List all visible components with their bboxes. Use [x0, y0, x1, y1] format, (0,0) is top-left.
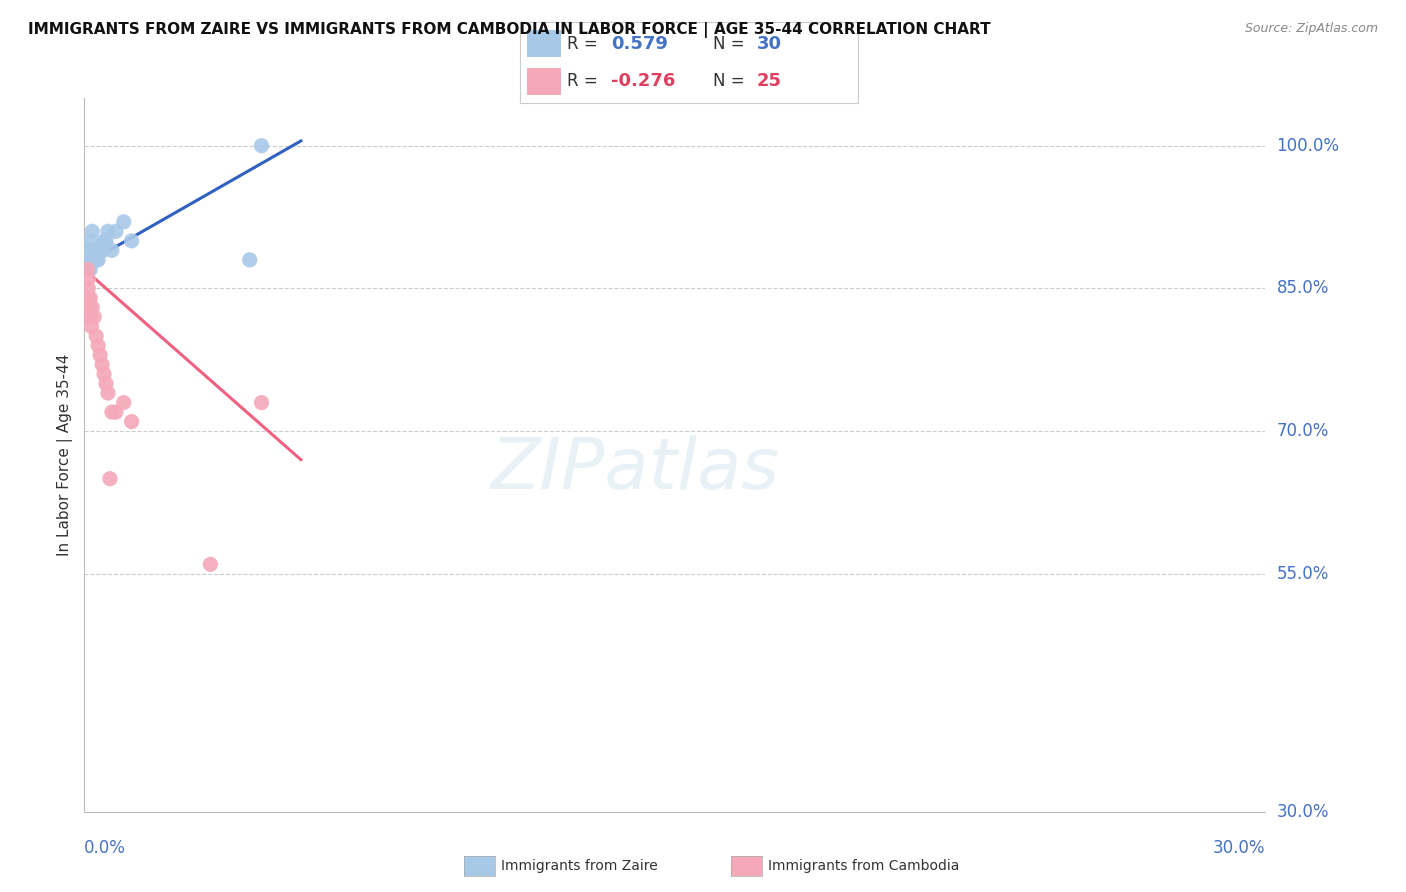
Point: [104, 224, 127, 238]
Point: [89, 244, 111, 258]
Text: 55.0%: 55.0%: [1277, 565, 1329, 582]
Point: [91, 358, 114, 372]
Point: [80, 252, 103, 267]
Point: [97, 386, 120, 401]
Point: [82, 301, 104, 315]
Point: [98, 472, 121, 486]
Point: [121, 234, 143, 248]
Text: -0.276: -0.276: [612, 72, 676, 90]
Text: 85.0%: 85.0%: [1277, 279, 1329, 297]
Point: [104, 405, 127, 419]
Point: [76, 262, 98, 277]
FancyBboxPatch shape: [527, 68, 561, 95]
Point: [121, 415, 143, 429]
Point: [77, 262, 100, 277]
Point: [77, 252, 100, 267]
Point: [101, 244, 124, 258]
Point: [79, 291, 101, 305]
Text: 25: 25: [756, 72, 782, 90]
Point: [82, 224, 104, 238]
Point: [200, 558, 222, 572]
Point: [77, 252, 100, 267]
Text: 0.579: 0.579: [612, 35, 668, 53]
Point: [91, 244, 114, 258]
FancyBboxPatch shape: [527, 30, 561, 57]
Text: ZIPatlas: ZIPatlas: [491, 434, 780, 504]
Point: [239, 252, 262, 267]
Point: [93, 367, 115, 381]
Text: N =: N =: [713, 35, 749, 53]
Point: [87, 252, 110, 267]
Point: [79, 252, 101, 267]
Point: [94, 234, 117, 248]
Point: [89, 348, 111, 362]
Point: [101, 405, 124, 419]
Point: [112, 395, 135, 409]
Text: Immigrants from Zaire: Immigrants from Zaire: [501, 859, 657, 873]
Text: 70.0%: 70.0%: [1277, 422, 1329, 440]
Point: [84, 244, 107, 258]
Point: [79, 310, 101, 324]
Point: [77, 291, 100, 305]
Point: [77, 252, 100, 267]
Text: Immigrants from Cambodia: Immigrants from Cambodia: [768, 859, 959, 873]
Text: 30.0%: 30.0%: [1213, 839, 1265, 857]
Text: Source: ZipAtlas.com: Source: ZipAtlas.com: [1244, 22, 1378, 36]
Text: N =: N =: [713, 72, 749, 90]
Point: [84, 252, 107, 267]
Point: [87, 338, 110, 352]
Text: R =: R =: [568, 35, 603, 53]
Point: [87, 244, 110, 258]
Point: [77, 244, 100, 258]
Point: [79, 234, 101, 248]
Point: [83, 310, 105, 324]
Point: [77, 301, 100, 315]
Point: [77, 272, 100, 286]
Point: [79, 262, 101, 277]
Point: [93, 234, 115, 248]
Text: R =: R =: [568, 72, 603, 90]
Point: [80, 319, 103, 334]
Point: [112, 215, 135, 229]
Text: 30: 30: [756, 35, 782, 53]
Point: [83, 252, 105, 267]
Point: [94, 376, 117, 391]
Point: [77, 301, 100, 315]
Point: [82, 252, 104, 267]
Point: [97, 224, 120, 238]
Text: 0.0%: 0.0%: [84, 839, 127, 857]
Point: [77, 244, 100, 258]
Point: [84, 329, 107, 343]
Point: [250, 138, 273, 153]
Y-axis label: In Labor Force | Age 35-44: In Labor Force | Age 35-44: [58, 354, 73, 556]
Point: [84, 252, 107, 267]
Text: IMMIGRANTS FROM ZAIRE VS IMMIGRANTS FROM CAMBODIA IN LABOR FORCE | AGE 35-44 COR: IMMIGRANTS FROM ZAIRE VS IMMIGRANTS FROM…: [28, 22, 991, 38]
Text: 100.0%: 100.0%: [1277, 136, 1340, 154]
Text: 30.0%: 30.0%: [1277, 803, 1329, 821]
Point: [77, 281, 100, 295]
Point: [76, 252, 98, 267]
Point: [250, 395, 273, 409]
